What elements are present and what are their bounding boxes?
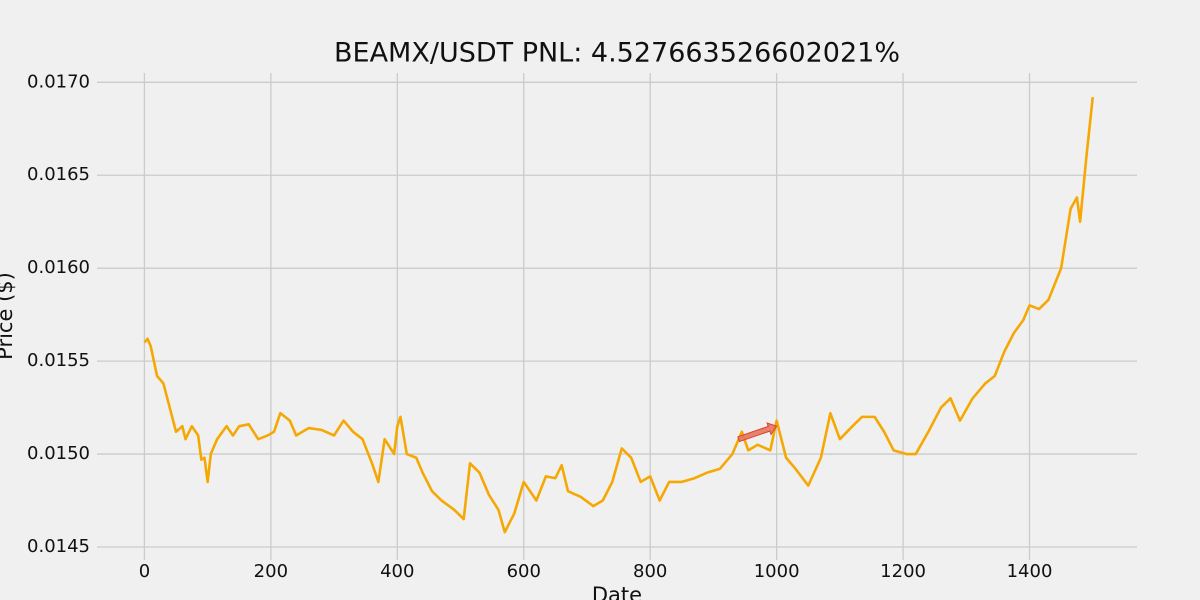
y-tick-label: 0.0155: [27, 350, 90, 371]
x-tick-label: 1200: [880, 561, 926, 582]
x-axis-label: Date: [592, 583, 642, 600]
trade-arrow: [737, 422, 778, 443]
x-tick-label: 200: [254, 561, 288, 582]
x-tick-label: 1400: [1007, 561, 1053, 582]
x-tick-label: 400: [380, 561, 414, 582]
grid: [97, 73, 1137, 560]
y-axis-label: Price ($): [0, 272, 17, 360]
x-tick-label: 800: [633, 561, 667, 582]
x-tick-label: 600: [507, 561, 541, 582]
price-line: [143, 97, 1095, 534]
x-tick-label: 0: [139, 561, 150, 582]
y-tick-label: 0.0165: [27, 164, 90, 185]
y-tick-label: 0.0170: [27, 71, 90, 92]
y-tick-label: 0.0145: [27, 536, 90, 557]
x-tick-label: 1000: [754, 561, 800, 582]
y-tick-label: 0.0150: [27, 443, 90, 464]
y-tick-label: 0.0160: [27, 257, 90, 278]
chart-title: BEAMX/USDT PNL: 4.527663526602021%: [334, 38, 900, 69]
